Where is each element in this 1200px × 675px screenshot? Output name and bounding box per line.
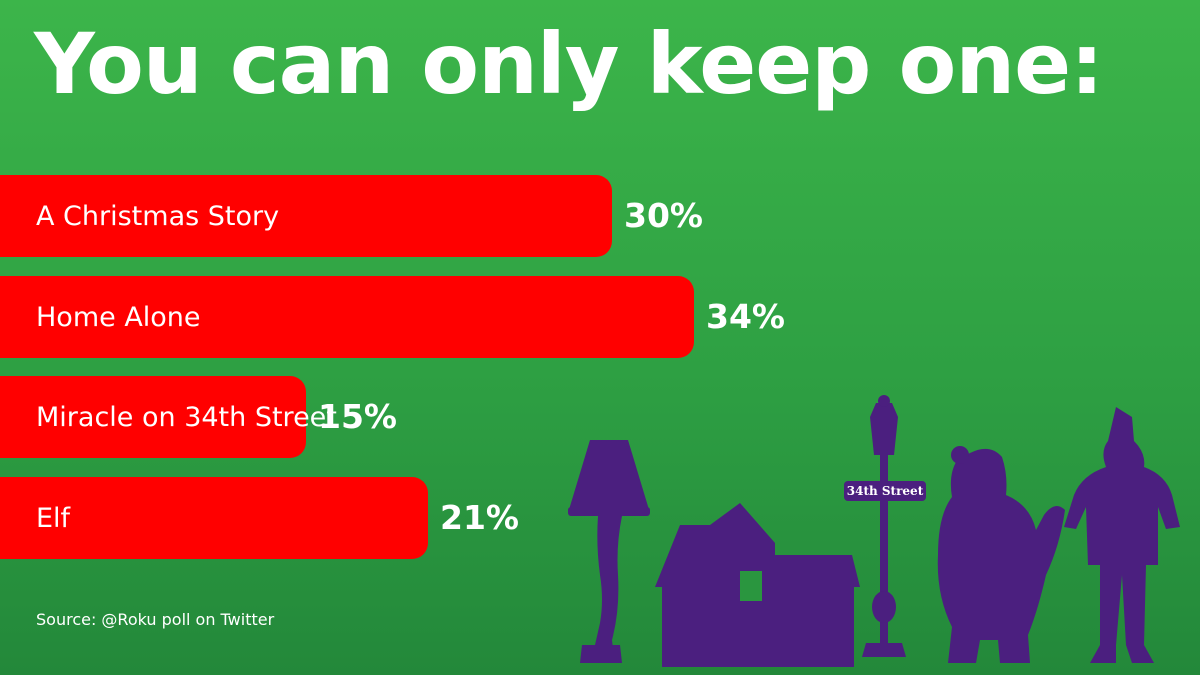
bar-category-label: Elf [36, 502, 71, 534]
source-note: Source: @Roku poll on Twitter [36, 610, 275, 629]
bar-value-label: 34% [706, 297, 785, 336]
street-sign-text: 34th Street [847, 484, 924, 498]
street-lamp-icon: 34th Street [844, 395, 926, 657]
bar-value-label: 21% [440, 498, 519, 537]
santa-icon [937, 446, 1065, 663]
bar: Home Alone [0, 276, 694, 358]
bar-category-label: Miracle on 34th Street [36, 401, 337, 433]
bar-category-label: Home Alone [36, 301, 201, 333]
house-icon [655, 503, 860, 667]
bar-value-label: 30% [624, 196, 703, 235]
bar-value-label: 15% [318, 397, 397, 436]
christmas-movie-silhouettes: 34th Street [568, 395, 1180, 667]
bar: Elf [0, 477, 428, 559]
bar: Miracle on 34th Street [0, 376, 337, 458]
elf-icon [1064, 407, 1180, 663]
bar: A Christmas Story [0, 175, 612, 257]
bar-category-label: A Christmas Story [36, 200, 280, 232]
page-title: You can only keep one: [34, 15, 1104, 113]
leg-lamp-icon [568, 440, 650, 663]
